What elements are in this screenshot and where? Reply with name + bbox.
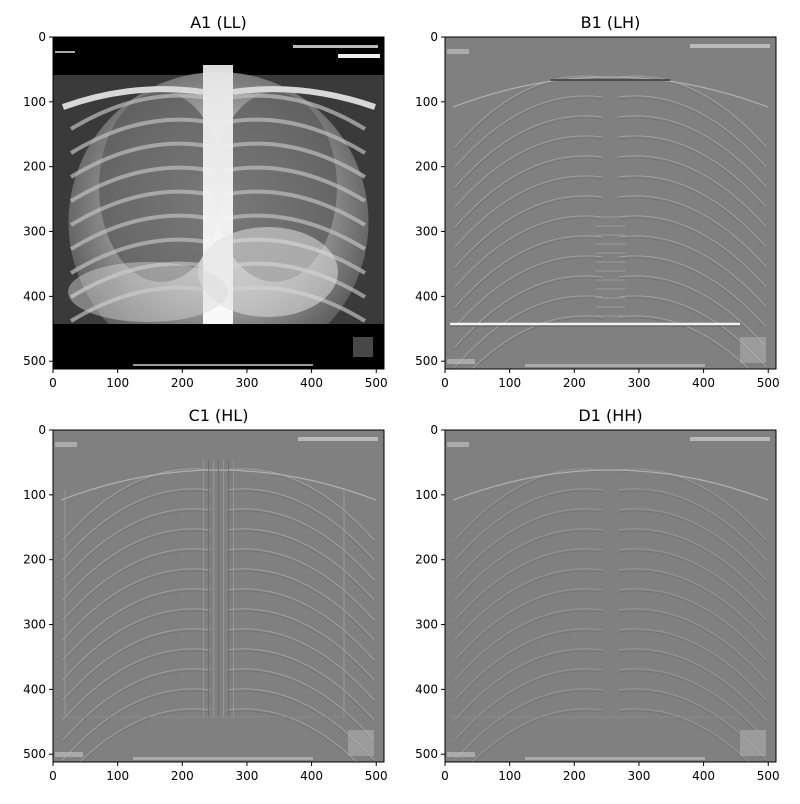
y-tick-label: 500 <box>23 747 46 761</box>
x-tick-label: 400 <box>300 769 323 783</box>
image-background <box>445 430 776 762</box>
y-tick-label: 100 <box>23 488 46 502</box>
subband-image <box>55 437 378 762</box>
x-tick-label: 500 <box>757 376 780 390</box>
x-tick-label: 100 <box>106 769 129 783</box>
x-tick-label: 400 <box>300 376 323 390</box>
y-tick-label: 400 <box>415 682 438 696</box>
panel-title: D1 (HH) <box>578 406 642 425</box>
x-tick-label: 200 <box>171 376 194 390</box>
x-tick-label: 200 <box>563 376 586 390</box>
x-tick-label: 300 <box>627 769 650 783</box>
subband-image <box>447 437 770 762</box>
x-tick-label: 300 <box>235 769 258 783</box>
y-tick-label: 300 <box>415 225 438 239</box>
y-tick-label: 0 <box>430 30 438 44</box>
axes-frame <box>52 429 385 763</box>
y-tick-label: 0 <box>430 423 438 437</box>
y-tick-label: 400 <box>415 289 438 303</box>
y-tick-label: 200 <box>23 160 46 174</box>
chest-xray-image <box>53 45 384 369</box>
panel-title: A1 (LL) <box>190 13 247 32</box>
y-tick-label: 100 <box>23 95 46 109</box>
x-tick-label: 400 <box>692 376 715 390</box>
y-tick-label: 0 <box>38 30 46 44</box>
y-tick-label: 200 <box>415 553 438 567</box>
x-tick-label: 200 <box>171 769 194 783</box>
x-tick-label: 0 <box>49 376 57 390</box>
x-tick-label: 500 <box>757 769 780 783</box>
y-tick-label: 300 <box>23 225 46 239</box>
x-tick-label: 300 <box>627 376 650 390</box>
y-tick-label: 400 <box>23 682 46 696</box>
x-tick-label: 100 <box>498 769 521 783</box>
y-tick-label: 300 <box>23 618 46 632</box>
x-tick-label: 200 <box>563 769 586 783</box>
y-tick-label: 500 <box>415 354 438 368</box>
y-tick-label: 100 <box>415 488 438 502</box>
y-tick-label: 200 <box>23 553 46 567</box>
y-tick-label: 300 <box>415 618 438 632</box>
y-tick-label: 0 <box>38 423 46 437</box>
subband-image <box>447 44 770 369</box>
y-tick-label: 400 <box>23 289 46 303</box>
axes-frame <box>52 36 385 370</box>
image-background <box>445 37 776 369</box>
x-tick-label: 0 <box>441 376 449 390</box>
y-tick-label: 500 <box>23 354 46 368</box>
axes-frame <box>444 36 777 370</box>
x-tick-label: 300 <box>235 376 258 390</box>
x-tick-label: 100 <box>106 376 129 390</box>
x-tick-label: 0 <box>49 769 57 783</box>
x-tick-label: 400 <box>692 769 715 783</box>
panel-title: B1 (LH) <box>581 13 641 32</box>
y-tick-label: 100 <box>415 95 438 109</box>
panel-title: C1 (HL) <box>189 406 249 425</box>
x-tick-label: 500 <box>365 769 388 783</box>
y-tick-label: 500 <box>415 747 438 761</box>
y-tick-label: 200 <box>415 160 438 174</box>
x-tick-label: 500 <box>365 376 388 390</box>
x-tick-label: 100 <box>498 376 521 390</box>
x-tick-label: 0 <box>441 769 449 783</box>
axes-frame <box>444 429 777 763</box>
